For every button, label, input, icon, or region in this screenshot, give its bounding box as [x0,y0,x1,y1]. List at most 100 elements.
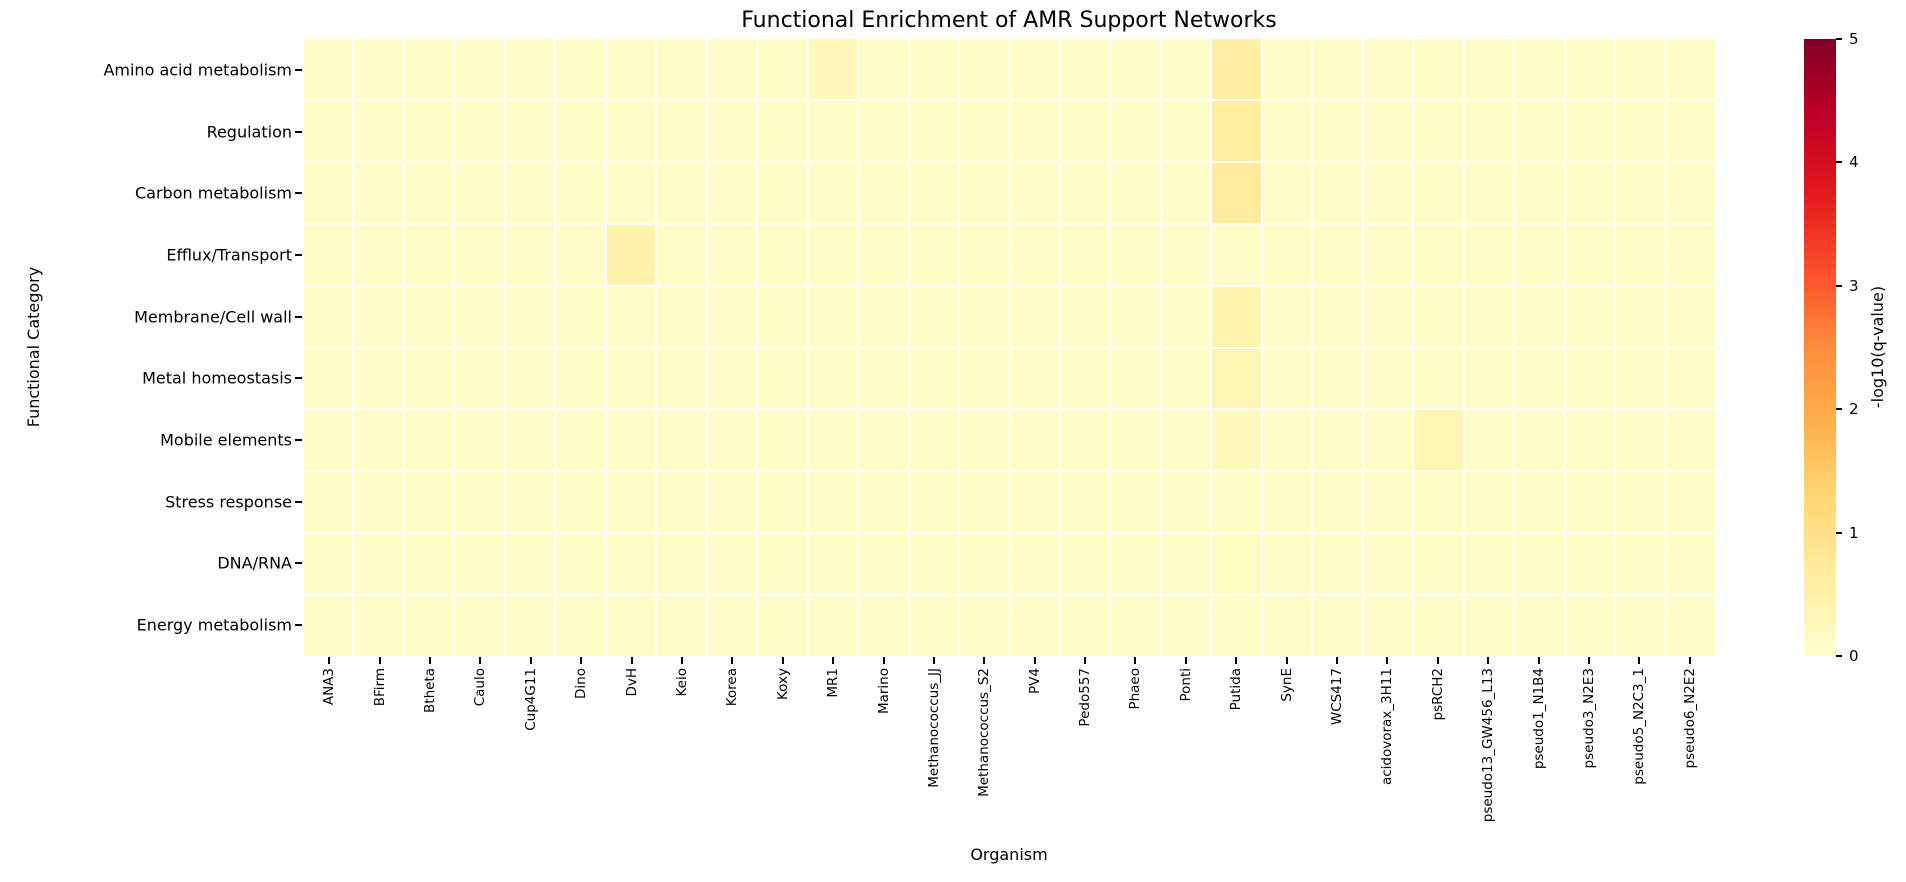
heatmap-cell [1313,286,1362,347]
heatmap-cell [808,472,858,533]
heatmap-cell [1212,534,1261,595]
heatmap-cell [404,596,454,656]
heatmap-cell [1010,596,1059,656]
heatmap-cell [354,472,403,533]
y-tick-mark [295,562,302,565]
x-tick-mark [781,657,784,664]
heatmap-cell [1666,472,1715,533]
heatmap-cell [758,410,807,471]
heatmap-cell [505,286,555,347]
heatmap-cell [354,162,403,223]
y-tick-label: Energy metabolism [136,615,292,635]
heatmap-cell [1161,348,1211,409]
x-tick-mark [731,657,734,664]
heatmap-cell [1666,39,1715,99]
x-tick-label: WCS417 [1329,668,1346,726]
heatmap-cell [1666,100,1715,161]
heatmap-cell [1010,224,1059,285]
heatmap-cell [1414,410,1463,471]
x-tick-mark [1436,657,1439,664]
heatmap-cell [808,348,858,409]
y-tick-label: Regulation [206,122,292,142]
colorbar-tick-mark [1836,655,1842,657]
y-tick-mark [295,315,302,318]
heatmap-cell [1616,162,1665,223]
x-tick-label: Keio [673,668,690,697]
heatmap-cell [1464,286,1514,347]
x-tick-mark [1285,657,1288,664]
heatmap-cell [1010,534,1059,595]
heatmap-cell [859,534,908,595]
heatmap-cell [1464,39,1514,99]
heatmap-cell [1363,100,1413,161]
x-tick-label: SynE [1278,668,1295,702]
colorbar-tick-mark [1836,408,1842,411]
x-tick-mark [932,657,935,664]
y-tick-label: Efflux/Transport [166,245,292,265]
heatmap-cell [1060,348,1110,409]
heatmap-cell [1161,224,1211,285]
x-tick-mark [1588,657,1591,664]
heatmap-cell [1313,224,1362,285]
heatmap-cell [304,162,353,223]
heatmap-cell [1010,472,1059,533]
x-tick-label: pseudo1_N1B4 [1530,668,1547,770]
heatmap-cell [455,286,504,347]
heatmap-cell [758,286,807,347]
heatmap-cell [1515,100,1564,161]
heatmap-cell [1515,224,1564,285]
heatmap-cell [909,596,959,656]
colorbar-tick-mark [1836,531,1842,534]
x-axis-label: Organism [970,845,1048,864]
heatmap-cell [960,410,1009,471]
heatmap-cell [1262,534,1312,595]
heatmap-cell [1111,286,1160,347]
heatmap-cell [1414,100,1463,161]
heatmap-cell [1212,162,1261,223]
heatmap-cell [859,162,908,223]
heatmap-cell [1666,162,1715,223]
colorbar-tick-label: 1 [1849,523,1859,542]
heatmap-cell [1212,224,1261,285]
heatmap-cell [657,410,706,471]
heatmap-cell [354,596,403,656]
heatmap-cell [1161,410,1211,471]
heatmap-cell [304,100,353,161]
heatmap-cell [1313,534,1362,595]
heatmap-cell [404,534,454,595]
heatmap-cell [707,39,757,99]
x-tick-label: BFirm [371,668,388,707]
heatmap-cell [1212,39,1261,99]
heatmap-cell [657,224,706,285]
heatmap-cell [404,410,454,471]
x-tick-label: MR1 [825,668,842,698]
heatmap-cell [1161,596,1211,656]
heatmap-cell [1414,348,1463,409]
heatmap-cell [1212,100,1261,161]
heatmap-cell [1363,534,1413,595]
heatmap-cell [455,596,504,656]
x-tick-mark [580,657,583,664]
heatmap-cell [556,39,605,99]
colorbar-label: -log10(q-value) [1868,285,1887,409]
heatmap-cell [859,348,908,409]
heatmap-cell [505,224,555,285]
heatmap-cell [1464,224,1514,285]
colorbar-tick-label: 0 [1849,647,1859,665]
heatmap-cell [1212,410,1261,471]
heatmap-cell [354,224,403,285]
heatmap-cell [354,534,403,595]
heatmap-cell [404,162,454,223]
heatmap-cell [1212,596,1261,656]
heatmap-cell [304,472,353,533]
heatmap-cell [1666,596,1715,656]
heatmap-cell [1414,286,1463,347]
heatmap-cell [1313,348,1362,409]
heatmap-cell [1060,162,1110,223]
heatmap-cell [354,286,403,347]
heatmap-cell [1262,410,1312,471]
heatmap-cell [707,286,757,347]
y-tick-label: DNA/RNA [217,553,292,573]
y-tick-label: Membrane/Cell wall [134,307,292,327]
